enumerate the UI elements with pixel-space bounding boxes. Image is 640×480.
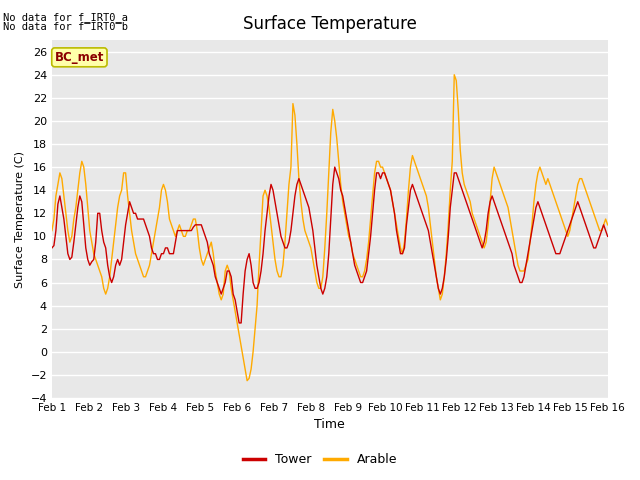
- Text: No data for f_IRT0_a: No data for f_IRT0_a: [3, 12, 128, 23]
- Y-axis label: Surface Temperature (C): Surface Temperature (C): [15, 151, 25, 288]
- Title: Surface Temperature: Surface Temperature: [243, 15, 417, 33]
- X-axis label: Time: Time: [314, 419, 345, 432]
- Legend: Tower, Arable: Tower, Arable: [238, 448, 402, 471]
- Text: BC_met: BC_met: [54, 51, 104, 64]
- Text: No data for f̅IRT0̅b: No data for f̅IRT0̅b: [3, 22, 128, 32]
